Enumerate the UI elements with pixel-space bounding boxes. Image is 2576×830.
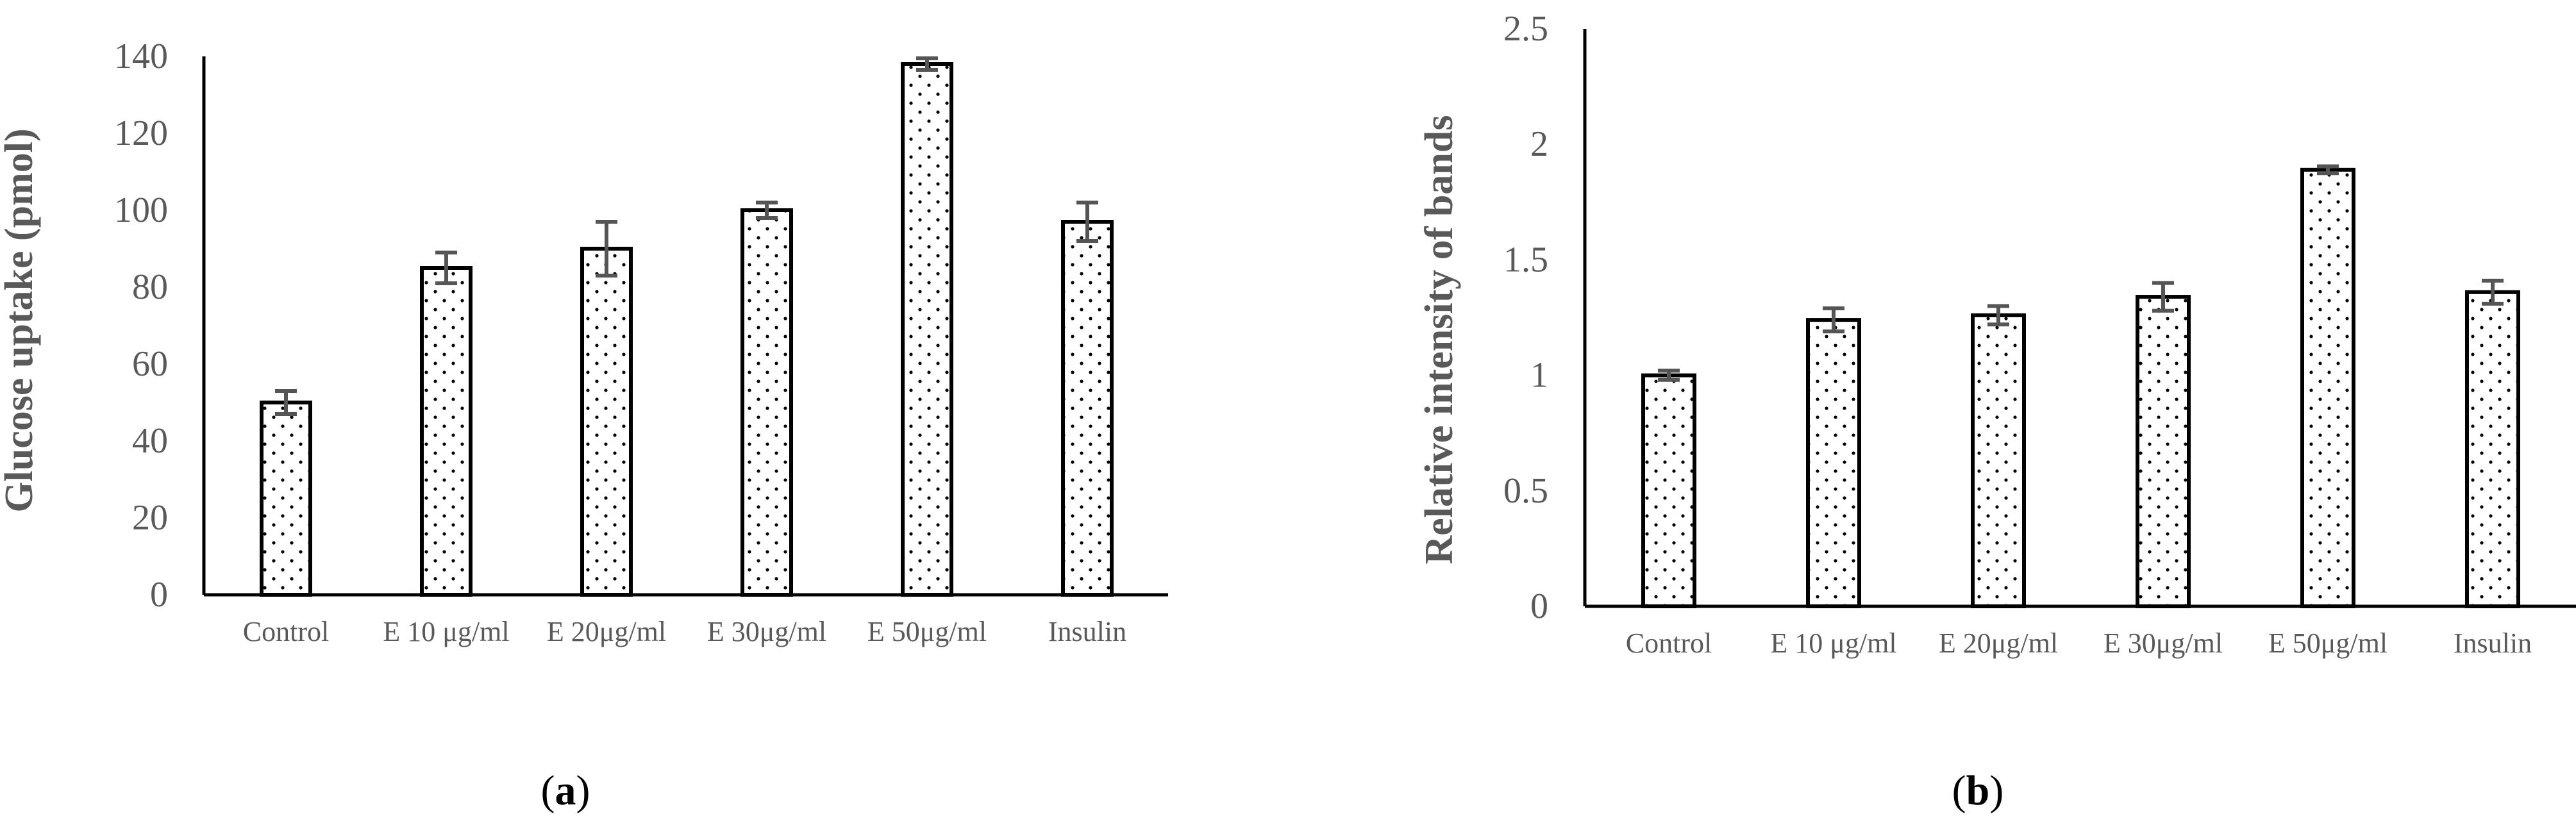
y-tick-label: 120 (114, 113, 168, 153)
x-axis-ticks: Control E 10 μg/ml E 20μg/ml E 30μg/ml E 50μ… (243, 616, 1126, 647)
bar (1806, 318, 1861, 608)
y-axis-ticks: 0 20 40 60 80 100 120 140 (114, 37, 168, 615)
error-bar (2317, 164, 2339, 176)
error-bar (596, 220, 617, 278)
x-tick-label: E 10 μg/ml (383, 616, 509, 647)
y-tick-label: 20 (132, 498, 168, 538)
y-tick-label: 40 (132, 421, 168, 461)
caption-letter: b (1966, 767, 1990, 814)
y-tick-label: 60 (132, 344, 168, 384)
y-tick-label: 80 (132, 267, 168, 307)
bar (260, 401, 312, 597)
x-axis-ticks: Control E 10 μg/ml E 20μg/ml E 30μg/ml E 50μ… (1626, 627, 2532, 659)
x-tick-label: E 30μg/ml (2103, 627, 2223, 659)
bar (580, 247, 633, 597)
error-bar (435, 251, 457, 285)
y-axis-title: Relative intensity of bands (1418, 115, 1461, 565)
caption-close-paren: ) (576, 767, 590, 814)
bar (1061, 220, 1114, 597)
bars (260, 56, 1114, 597)
bars (1641, 164, 2520, 608)
x-tick-label: Control (243, 616, 329, 647)
y-tick-label: 140 (114, 37, 168, 76)
y-tick-label: 2.5 (1503, 9, 1548, 49)
x-tick-label: E 50μg/ml (867, 616, 987, 647)
error-bar (1823, 306, 1844, 334)
bar (2465, 290, 2520, 608)
x-tick-label: E 30μg/ml (707, 616, 826, 647)
x-tick-label: E 50μg/ml (2268, 627, 2388, 659)
error-bar (916, 56, 938, 72)
bar (740, 208, 793, 597)
bar (420, 266, 473, 597)
x-tick-label: Control (1626, 627, 1712, 659)
error-bar (2482, 278, 2504, 306)
caption-letter: a (555, 767, 576, 814)
chart-panel-b: Relative intensity of bands 0 0.5 1 1.5 2 2.5… (1418, 9, 2576, 814)
y-tick-label: 100 (114, 190, 168, 230)
y-tick-label: 2 (1530, 124, 1548, 164)
x-tick-label: Insulin (2454, 627, 2532, 659)
x-tick-label: Insulin (1048, 616, 1126, 647)
error-bar (1658, 369, 1680, 382)
error-bar (756, 201, 778, 220)
bar (1971, 313, 2026, 608)
caption-open-paren: ( (541, 767, 555, 814)
error-bar (2152, 281, 2174, 313)
y-tick-label: 0 (150, 575, 168, 615)
bar (2136, 295, 2191, 608)
chart-panel-a: Glucose uptake (pmol) 0 20 40 60 80 100 120 140… (0, 37, 1168, 814)
y-tick-label: 0 (1530, 586, 1548, 626)
caption-close-paren: ) (1989, 767, 2003, 814)
error-bar (1987, 304, 2009, 327)
bar (901, 62, 953, 597)
panel-caption: (a) (541, 767, 590, 814)
x-tick-label: E 20μg/ml (1939, 627, 2058, 659)
y-tick-label: 1 (1530, 356, 1548, 395)
caption-open-paren: ( (1952, 767, 1966, 814)
x-tick-label: E 10 μg/ml (1770, 627, 1896, 659)
error-bar (275, 389, 297, 416)
bar (1641, 373, 1696, 608)
y-axis-ticks: 0 0.5 1 1.5 2 2.5 (1503, 9, 1548, 626)
y-axis-title: Glucose uptake (pmol) (0, 128, 41, 512)
y-tick-label: 0.5 (1503, 471, 1548, 511)
x-tick-label: E 20μg/ml (547, 616, 666, 647)
y-tick-label: 1.5 (1503, 240, 1548, 279)
bar (2300, 167, 2355, 608)
panel-caption: (b) (1952, 767, 2004, 814)
error-bar (1076, 201, 1098, 243)
